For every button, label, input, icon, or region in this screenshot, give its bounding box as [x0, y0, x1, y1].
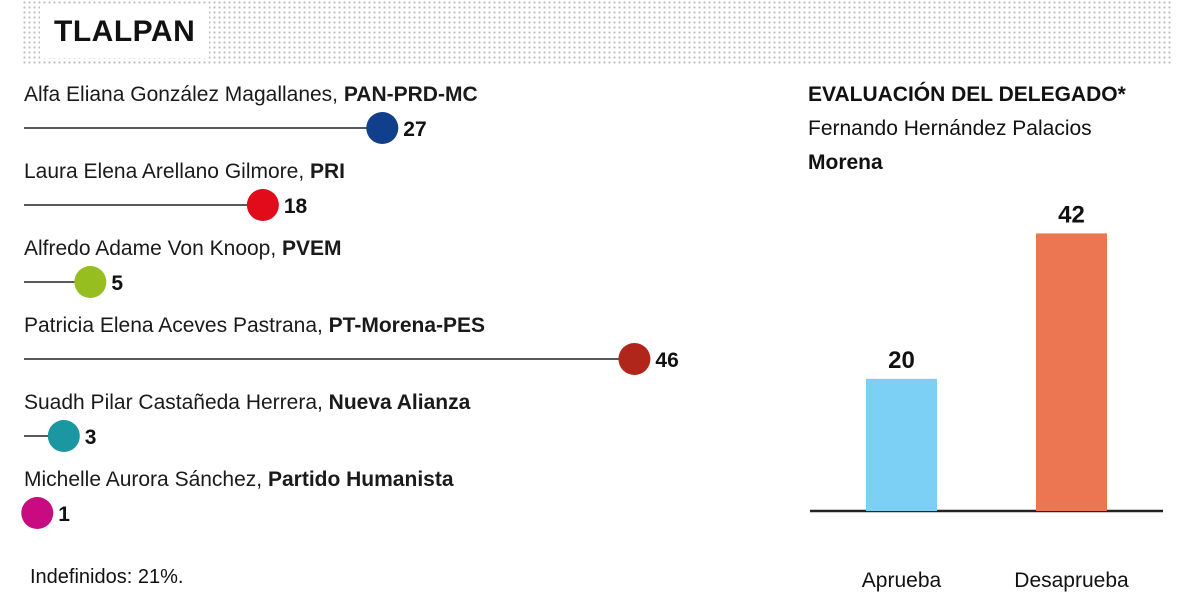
candidate-row: Patricia Elena Aceves Pastrana, PT-Moren… — [24, 314, 679, 375]
candidate-row: Suadh Pilar Castañeda Herrera, Nueva Ali… — [24, 391, 471, 452]
candidate-name: Alfredo Adame Von Knoop, — [24, 237, 282, 260]
lollipop-dot — [47, 420, 80, 452]
candidate-row: Alfredo Adame Von Knoop, PVEM 5 — [24, 237, 342, 298]
lollipop-dot — [618, 343, 651, 375]
candidate-row: Michelle Aurora Sánchez, Partido Humanis… — [21, 468, 454, 529]
bar-value-label: 20 — [888, 347, 915, 374]
candidate-name: Laura Elena Arellano Gilmore, — [24, 160, 310, 183]
lollipop-dot — [366, 112, 399, 144]
bar-category-label: Desaprueba — [1014, 569, 1129, 592]
candidate-name: Patricia Elena Aceves Pastrana, — [24, 314, 329, 337]
candidate-label: Michelle Aurora Sánchez, Partido Humanis… — [24, 468, 454, 491]
page-title: TLALPAN — [40, 6, 210, 58]
candidate-label: Patricia Elena Aceves Pastrana, PT-Moren… — [24, 314, 485, 337]
evaluation-title: EVALUACIÓN DEL DELEGADO* — [808, 83, 1126, 106]
candidate-party: PAN-PRD-MC — [344, 83, 478, 106]
candidate-party: PVEM — [282, 237, 342, 260]
candidate-party: Partido Humanista — [268, 468, 454, 491]
lollipop-dot — [74, 266, 107, 298]
delegate-party: Morena — [808, 151, 883, 174]
candidate-party: PRI — [310, 160, 345, 183]
candidate-value: 3 — [85, 426, 97, 449]
bar-category-label: Aprueba — [862, 569, 942, 592]
bar-value-label: 42 — [1058, 201, 1085, 228]
bar — [866, 378, 937, 511]
undecided-footnote: Indefinidos: 21%. — [30, 566, 184, 588]
candidate-party: Nueva Alianza — [329, 391, 471, 414]
delegate-name: Fernando Hernández Palacios — [808, 117, 1092, 140]
candidate-label: Alfredo Adame Von Knoop, PVEM — [24, 237, 342, 260]
lollipop-dot — [21, 497, 54, 529]
candidate-value: 5 — [111, 272, 123, 295]
header-dotted-band — [22, 0, 1172, 64]
candidate-value: 1 — [58, 503, 70, 526]
candidate-label: Suadh Pilar Castañeda Herrera, Nueva Ali… — [24, 391, 471, 414]
candidate-label: Alfa Eliana González Magallanes, PAN-PRD… — [24, 83, 478, 106]
candidate-row: Alfa Eliana González Magallanes, PAN-PRD… — [24, 83, 478, 144]
candidate-label: Laura Elena Arellano Gilmore, PRI — [24, 160, 345, 183]
candidate-value: 46 — [655, 349, 678, 372]
bar — [1036, 233, 1107, 511]
candidate-party: PT-Morena-PES — [329, 314, 485, 337]
candidate-value: 27 — [403, 118, 426, 141]
candidate-name: Alfa Eliana González Magallanes, — [24, 83, 344, 106]
candidate-name: Michelle Aurora Sánchez, — [24, 468, 268, 491]
lollipop-dot — [246, 189, 279, 221]
candidate-value: 18 — [284, 195, 308, 218]
candidate-name: Suadh Pilar Castañeda Herrera, — [24, 391, 329, 414]
evaluation-header: EVALUACIÓN DEL DELEGADO* Fernando Hernán… — [808, 78, 1126, 180]
